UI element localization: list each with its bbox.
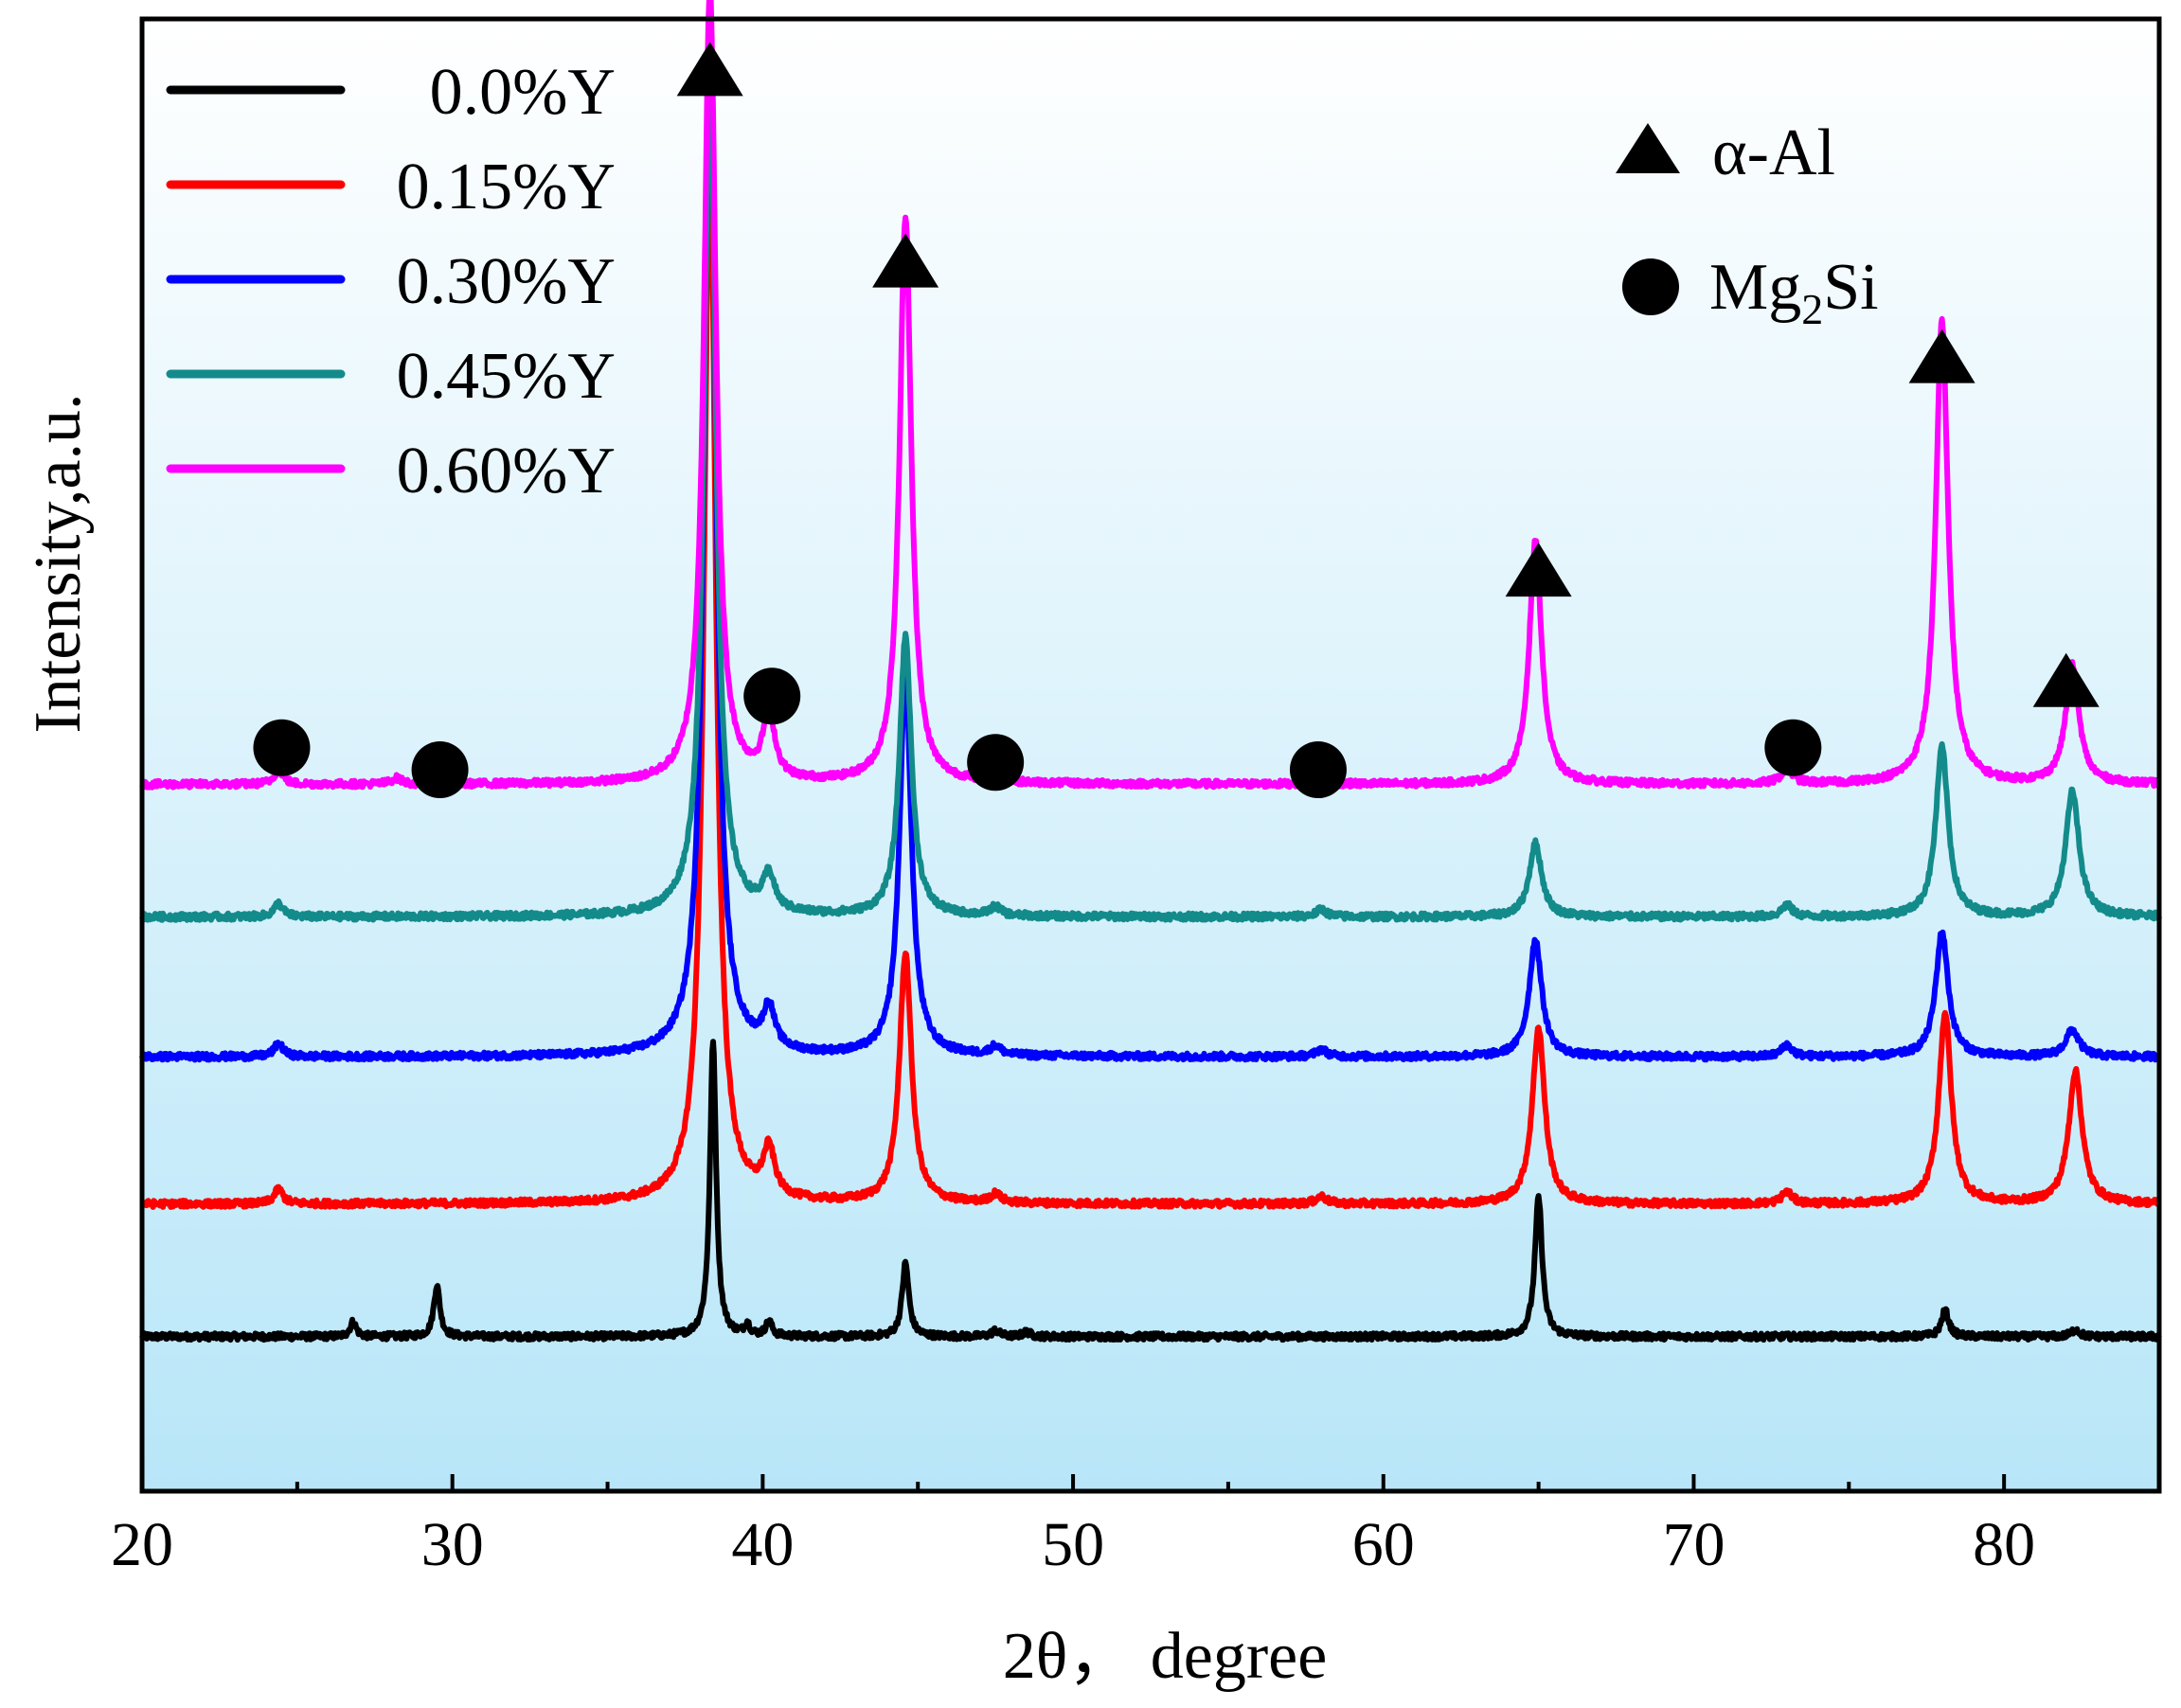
series-line-0-15-y [139, 137, 2162, 1210]
series-line-0-45-y [139, 59, 2162, 923]
legend-label-0: 0.0%Y [430, 56, 616, 129]
x-tick-label-60: 60 [1352, 1510, 1415, 1579]
series-line-0-0-y [139, 1039, 2162, 1343]
mg2si-peak-marker-5 [253, 719, 311, 776]
alpha-al-peak-marker-0 [676, 42, 743, 97]
x-tick-label-40: 40 [731, 1510, 794, 1579]
mg2si-base: Mg [1709, 251, 1801, 324]
x-tick-label-70: 70 [1662, 1510, 1725, 1579]
series-layer [139, 0, 2162, 1343]
mg2si-peak-marker-8 [967, 734, 1025, 792]
mg2si-peak-marker-9 [1289, 741, 1347, 799]
plot-background [142, 19, 2159, 1491]
x-tick-label-50: 50 [1042, 1510, 1104, 1579]
y-axis-title: Intensity,a.u. [22, 394, 95, 734]
legend-label-2: 0.30%Y [397, 245, 616, 318]
x-tick-label-30: 30 [421, 1510, 484, 1579]
mg2si-peak-marker-6 [411, 741, 469, 799]
alpha-al-peak-marker-3 [1908, 329, 1975, 383]
legend-label-1: 0.15%Y [397, 151, 616, 223]
alpha-al-peak-marker-1 [872, 233, 939, 288]
mg2si-subscript: 2 [1801, 285, 1823, 333]
phase-markers [253, 42, 2100, 799]
legend-label-3: 0.45%Y [397, 340, 616, 413]
plot-frame [139, 16, 2162, 1494]
phase-legend: α-Al Mg2Si [1616, 116, 1879, 333]
phase-legend-mg2si: Mg2Si [1709, 251, 1879, 333]
legend-label-4: 0.60%Y [397, 435, 616, 507]
alpha-al-peak-marker-4 [2032, 652, 2100, 707]
series-line-0-30-y [139, 25, 2162, 1063]
mg2si-suffix: Si [1823, 251, 1878, 324]
mg2si-circle-icon [1622, 258, 1679, 315]
alpha-al-triangle-icon [1616, 123, 1680, 173]
mg2si-peak-marker-7 [743, 667, 801, 725]
x-axis-ticks: 20 30 40 50 60 70 80 [111, 1474, 2035, 1579]
mg2si-peak-marker-10 [1764, 719, 1822, 776]
alpha-al-peak-marker-2 [1505, 543, 1572, 597]
phase-legend-alpha-al: α-Al [1712, 116, 1835, 189]
x-tick-label-80: 80 [1973, 1510, 2035, 1579]
x-tick-label-20: 20 [111, 1510, 173, 1579]
legend: 0.0%Y 0.15%Y 0.30%Y 0.45%Y 0.60%Y [166, 56, 616, 507]
x-axis-title: 2θ， degree [1003, 1620, 1328, 1693]
series-line-0-60-y [139, 0, 2162, 791]
